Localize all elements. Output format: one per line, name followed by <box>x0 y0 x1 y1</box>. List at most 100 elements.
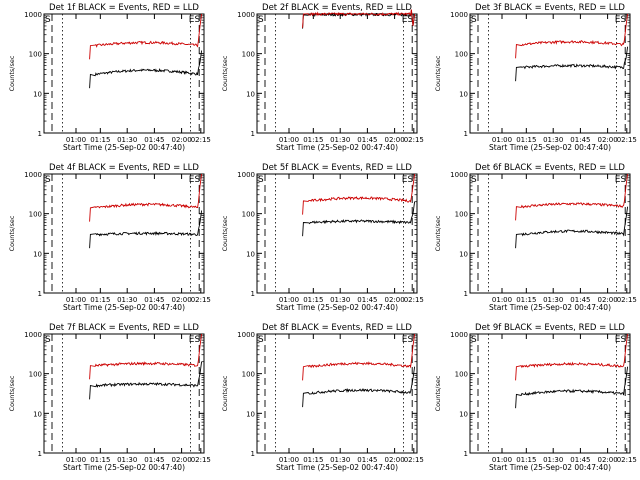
y-tick-label: 100 <box>29 51 42 59</box>
x-tick-label: 01:45 <box>144 296 164 304</box>
start-marker-label: S <box>45 335 51 345</box>
x-axis-label: Start Time (25-Sep-02 00:47:40) <box>489 143 611 152</box>
y-tick-label: 100 <box>242 371 255 379</box>
x-tick-label: 01:30 <box>543 296 563 304</box>
x-tick-label: 01:45 <box>570 136 590 144</box>
lld-series-line <box>302 9 416 28</box>
x-tick-label: 01:45 <box>357 456 377 464</box>
x-tick-label: 02:00 <box>598 296 618 304</box>
x-tick-label: 01:30 <box>330 296 350 304</box>
lld-series-line <box>302 333 416 381</box>
x-tick-label: 01:00 <box>279 296 299 304</box>
y-tick-label: 1000 <box>450 171 468 179</box>
chart-panel: Det 6f BLACK = Events, RED = LLD Counts/s… <box>434 163 637 312</box>
end-marker-label: ES <box>189 335 201 345</box>
start-marker-label: S <box>45 15 51 25</box>
start-marker-label: S <box>471 175 477 185</box>
y-tick-label: 1 <box>251 130 255 138</box>
x-tick-label: 02:15 <box>617 136 637 144</box>
chart-panel: Det 4f BLACK = Events, RED = LLD Counts/s… <box>8 163 211 312</box>
y-tick-label: 10 <box>246 90 255 98</box>
y-axis-label: Counts/sec <box>434 215 442 251</box>
y-tick-label: 100 <box>242 51 255 59</box>
y-axis-label: Counts/sec <box>8 55 16 91</box>
x-axis-label: Start Time (25-Sep-02 00:47:40) <box>276 143 398 152</box>
x-tick-label: 01:00 <box>279 456 299 464</box>
x-tick-label: 01:15 <box>303 456 323 464</box>
x-tick-label: 02:00 <box>385 296 405 304</box>
x-tick-label: 01:00 <box>66 456 86 464</box>
chart-title: Det 1f BLACK = Events, RED = LLD <box>49 3 199 13</box>
chart-title: Det 3f BLACK = Events, RED = LLD <box>475 3 625 13</box>
y-tick-label: 100 <box>455 51 468 59</box>
chart-panel: Det 7f BLACK = Events, RED = LLD Counts/s… <box>8 323 211 472</box>
x-tick-label: 01:30 <box>330 136 350 144</box>
x-tick-label: 02:15 <box>191 136 211 144</box>
y-tick-label: 1 <box>464 450 468 458</box>
x-axis-label: Start Time (25-Sep-02 00:47:40) <box>63 143 185 152</box>
y-tick-label: 10 <box>33 90 42 98</box>
events-series-line <box>515 46 629 82</box>
chart-panel: Det 2f BLACK = Events, RED = LLD Counts/s… <box>221 3 424 152</box>
y-tick-label: 100 <box>29 211 42 219</box>
y-tick-label: 10 <box>33 410 42 418</box>
y-tick-label: 1000 <box>237 11 255 19</box>
end-marker-label: ES <box>402 175 414 185</box>
y-tick-label: 10 <box>459 90 468 98</box>
y-tick-label: 1000 <box>24 331 42 339</box>
chart-panel: Det 3f BLACK = Events, RED = LLD Counts/s… <box>434 3 637 152</box>
x-tick-label: 02:00 <box>172 456 192 464</box>
events-series-line <box>515 366 629 409</box>
chart-panel: Det 8f BLACK = Events, RED = LLD Counts/s… <box>221 323 424 472</box>
y-tick-label: 1 <box>251 290 255 298</box>
lld-series-line <box>515 333 629 381</box>
x-tick-label: 01:00 <box>492 296 512 304</box>
end-marker-label: ES <box>189 175 201 185</box>
end-marker-label: ES <box>189 15 201 25</box>
x-tick-label: 01:00 <box>66 296 86 304</box>
chart-title: Det 4f BLACK = Events, RED = LLD <box>49 163 199 173</box>
events-series-line <box>302 366 416 408</box>
plot-frame <box>469 173 631 294</box>
lld-series-line <box>89 13 203 60</box>
plot-frame <box>43 173 205 294</box>
end-marker-label: ES <box>615 175 627 185</box>
x-tick-label: 01:45 <box>357 136 377 144</box>
x-tick-label: 02:00 <box>385 136 405 144</box>
x-tick-label: 01:30 <box>543 456 563 464</box>
plot-frame <box>469 13 631 134</box>
plot-frame <box>43 333 205 454</box>
y-tick-label: 1000 <box>24 171 42 179</box>
x-tick-label: 02:15 <box>617 296 637 304</box>
x-tick-label: 01:45 <box>357 296 377 304</box>
x-tick-label: 01:15 <box>516 136 536 144</box>
lld-series-line <box>515 173 629 221</box>
y-tick-label: 1000 <box>237 171 255 179</box>
y-axis-label: Counts/sec <box>221 55 229 91</box>
events-series-line <box>515 206 629 249</box>
x-tick-label: 01:00 <box>492 136 512 144</box>
x-tick-label: 02:15 <box>404 456 424 464</box>
y-tick-label: 1 <box>464 130 468 138</box>
plot-frame <box>256 173 418 294</box>
x-tick-label: 02:00 <box>385 456 405 464</box>
chart-title: Det 2f BLACK = Events, RED = LLD <box>262 3 412 13</box>
lld-series-line <box>89 173 203 222</box>
end-marker-label: ES <box>615 335 627 345</box>
plot-frame <box>43 13 205 134</box>
x-tick-label: 02:00 <box>172 296 192 304</box>
x-tick-label: 01:15 <box>90 136 110 144</box>
y-tick-label: 100 <box>455 371 468 379</box>
y-tick-label: 1 <box>464 290 468 298</box>
plot-frame <box>256 13 418 134</box>
x-tick-label: 01:00 <box>66 136 86 144</box>
x-tick-label: 01:30 <box>117 296 137 304</box>
chart-title: Det 8f BLACK = Events, RED = LLD <box>262 323 412 333</box>
x-tick-label: 02:00 <box>598 456 618 464</box>
chart-panel: Det 5f BLACK = Events, RED = LLD Counts/s… <box>221 163 424 312</box>
x-tick-label: 01:30 <box>330 456 350 464</box>
plot-frame <box>469 333 631 454</box>
end-marker-label: ES <box>615 15 627 25</box>
lld-series-line <box>89 333 203 380</box>
